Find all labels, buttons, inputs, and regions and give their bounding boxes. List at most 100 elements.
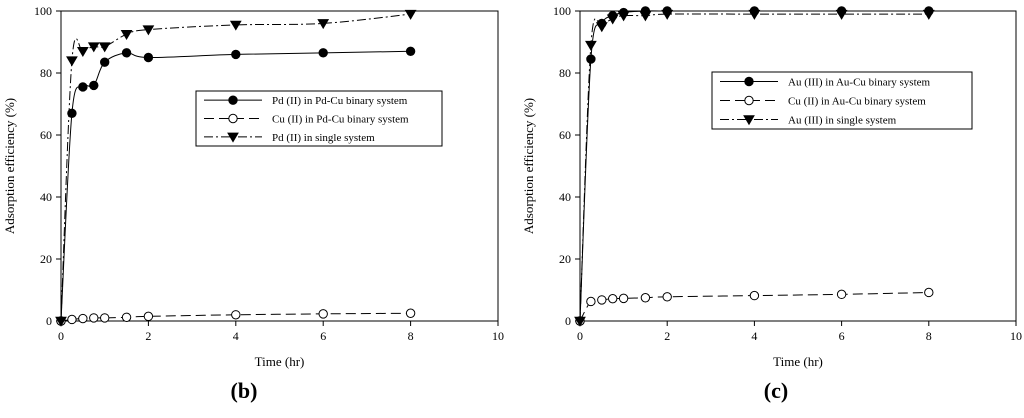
data-point	[229, 20, 242, 31]
data-point	[836, 289, 847, 300]
y-tick-label: 60	[559, 128, 571, 142]
legend-marker	[228, 95, 238, 105]
data-point	[120, 30, 133, 40]
x-tick-label: 8	[408, 329, 414, 343]
data-point	[835, 9, 848, 20]
legend-marker	[744, 95, 754, 106]
data-point	[143, 311, 154, 322]
data-point	[318, 309, 328, 319]
data-point	[618, 293, 629, 304]
data-point	[595, 22, 608, 33]
x-tick-label: 2	[145, 329, 151, 343]
panel-label: (c)	[764, 378, 788, 403]
y-tick-label: 40	[40, 190, 52, 204]
y-tick-label: 100	[34, 4, 52, 18]
data-point	[89, 80, 99, 91]
y-tick-label: 20	[40, 252, 52, 266]
x-tick-label: 0	[58, 329, 64, 343]
data-point	[87, 42, 100, 53]
legend-marker	[228, 113, 238, 124]
data-point	[586, 54, 596, 64]
data-point	[405, 46, 416, 56]
data-point	[661, 9, 674, 20]
legend-entry: Au (III) in single system	[788, 115, 897, 127]
data-point	[608, 293, 618, 304]
data-point	[100, 57, 110, 67]
data-point	[78, 82, 88, 92]
x-tick-label: 6	[839, 329, 845, 343]
data-point	[78, 313, 88, 324]
data-point	[66, 56, 78, 67]
data-point	[231, 49, 241, 60]
y-tick-label: 60	[40, 128, 52, 142]
x-tick-label: 2	[664, 329, 670, 343]
x-tick-label: 0	[577, 329, 583, 343]
x-tick-label: 4	[751, 329, 757, 343]
x-tick-label: 10	[492, 329, 504, 343]
data-point	[404, 9, 417, 20]
y-axis-label: Adsorption efficiency (%)	[521, 98, 536, 234]
data-point	[749, 290, 760, 301]
plot-frame	[60, 10, 499, 322]
legend: Au (III) in Au-Cu binary system Cu (II) i…	[711, 71, 973, 130]
y-tick-label: 40	[559, 190, 571, 204]
data-point	[67, 314, 77, 325]
data-point	[922, 9, 935, 20]
data-point	[640, 293, 651, 303]
legend-entry: Au (III) in Au-Cu binary system	[788, 77, 931, 89]
legend-entry: Cu (II) in Pd-Cu binary system	[272, 114, 409, 126]
series-line	[580, 13, 929, 322]
series-line	[61, 13, 411, 322]
y-tick-label: 100	[553, 4, 571, 18]
data-point	[121, 48, 132, 58]
legend: Pd (II) in Pd-Cu binary system Cu (II) in…	[195, 90, 443, 147]
series-line	[580, 291, 929, 322]
x-tick-label: 10	[1010, 329, 1022, 343]
x-axis-label: Time (hr)	[255, 354, 305, 369]
y-axis-label: Adsorption efficiency (%)	[2, 98, 17, 234]
data-point	[76, 47, 89, 58]
data-point	[748, 9, 761, 20]
data-point	[606, 14, 619, 25]
panel-label: (b)	[231, 378, 258, 403]
data-point	[98, 42, 111, 53]
x-tick-label: 8	[926, 329, 932, 343]
y-tick-label: 0	[46, 314, 52, 328]
x-tick-label: 6	[320, 329, 326, 343]
legend-marker	[744, 76, 754, 87]
legend-entry: Cu (II) in Au-Cu binary system	[788, 96, 926, 108]
y-tick-label: 80	[40, 66, 52, 80]
x-tick-label: 4	[233, 329, 239, 343]
data-point	[318, 48, 328, 58]
data-point	[143, 52, 154, 63]
y-tick-label: 0	[565, 314, 571, 328]
y-tick-label: 20	[559, 252, 571, 266]
data-point	[405, 308, 416, 318]
legend-entry: Pd (II) in Pd-Cu binary system	[272, 95, 408, 107]
series-line	[580, 10, 929, 322]
y-tick-label: 80	[559, 66, 571, 80]
data-point	[574, 316, 586, 327]
data-point	[89, 313, 99, 323]
x-axis-label: Time (hr)	[773, 354, 823, 369]
data-point	[67, 108, 77, 119]
data-point	[231, 310, 241, 320]
data-point	[639, 11, 652, 22]
plot-frame	[579, 10, 1017, 322]
data-point	[100, 313, 110, 323]
legend-entry: Pd (II) in single system	[272, 132, 375, 144]
data-point	[142, 25, 155, 36]
data-point	[597, 295, 607, 305]
data-point	[121, 312, 132, 322]
data-point	[617, 11, 630, 22]
data-point	[662, 292, 672, 302]
data-point	[585, 40, 597, 51]
data-point	[55, 316, 67, 327]
legend-marker	[227, 132, 239, 143]
data-point	[924, 287, 934, 298]
legend-marker	[743, 115, 755, 126]
data-point	[586, 296, 596, 307]
